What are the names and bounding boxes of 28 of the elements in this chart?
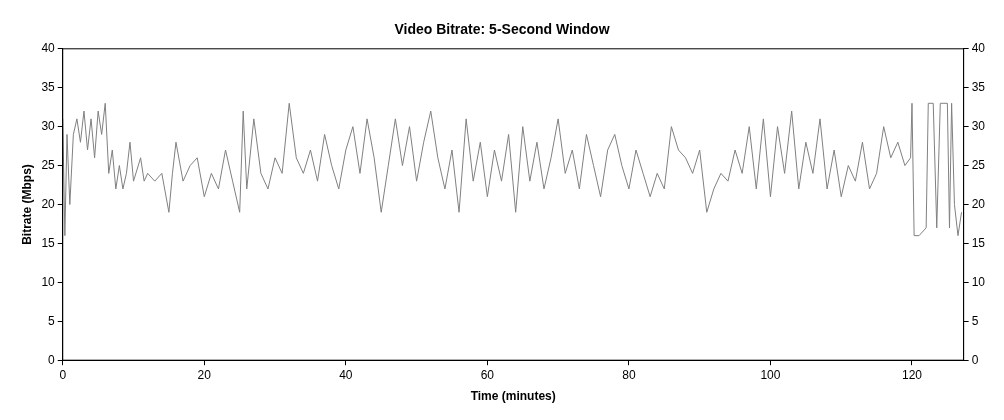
y2-tick-label: 0 (971, 352, 979, 367)
y-tick-label: 35 (41, 80, 56, 95)
y-tick-label: 30 (41, 118, 56, 133)
y2-tick-label: 40 (971, 41, 986, 56)
x-tick-label: 120 (901, 367, 923, 382)
y2-tick-label: 15 (971, 235, 986, 250)
x-tick-label: 40 (339, 367, 353, 382)
x-tick-label: 60 (480, 367, 495, 382)
y2-tick-label: 30 (971, 118, 986, 133)
x-tick-label: 20 (197, 367, 212, 382)
y-tick-label: 40 (41, 41, 56, 56)
y2-tick-label: 5 (971, 313, 979, 328)
x-tick-label: 80 (622, 367, 636, 382)
y2-tick-label: 10 (971, 274, 986, 289)
x-tick-label: 100 (760, 367, 781, 382)
y2-tick-label: 20 (971, 196, 986, 211)
y-tick-label: 25 (41, 157, 56, 172)
x-tick-label: 0 (59, 367, 67, 382)
y-tick-label: 20 (41, 196, 56, 211)
y-axis-title: Bitrate (Mbps) (19, 164, 34, 245)
y-tick-label: 5 (48, 313, 56, 328)
y2-tick-label: 35 (971, 80, 986, 95)
y-tick-label: 0 (48, 352, 56, 367)
x-axis-title: Time (minutes) (470, 389, 556, 404)
y2-tick-label: 25 (971, 157, 986, 172)
y-tick-label: 10 (41, 274, 56, 289)
y-tick-label: 15 (41, 235, 56, 250)
chart-title: Video Bitrate: 5-Second Window (394, 21, 610, 38)
